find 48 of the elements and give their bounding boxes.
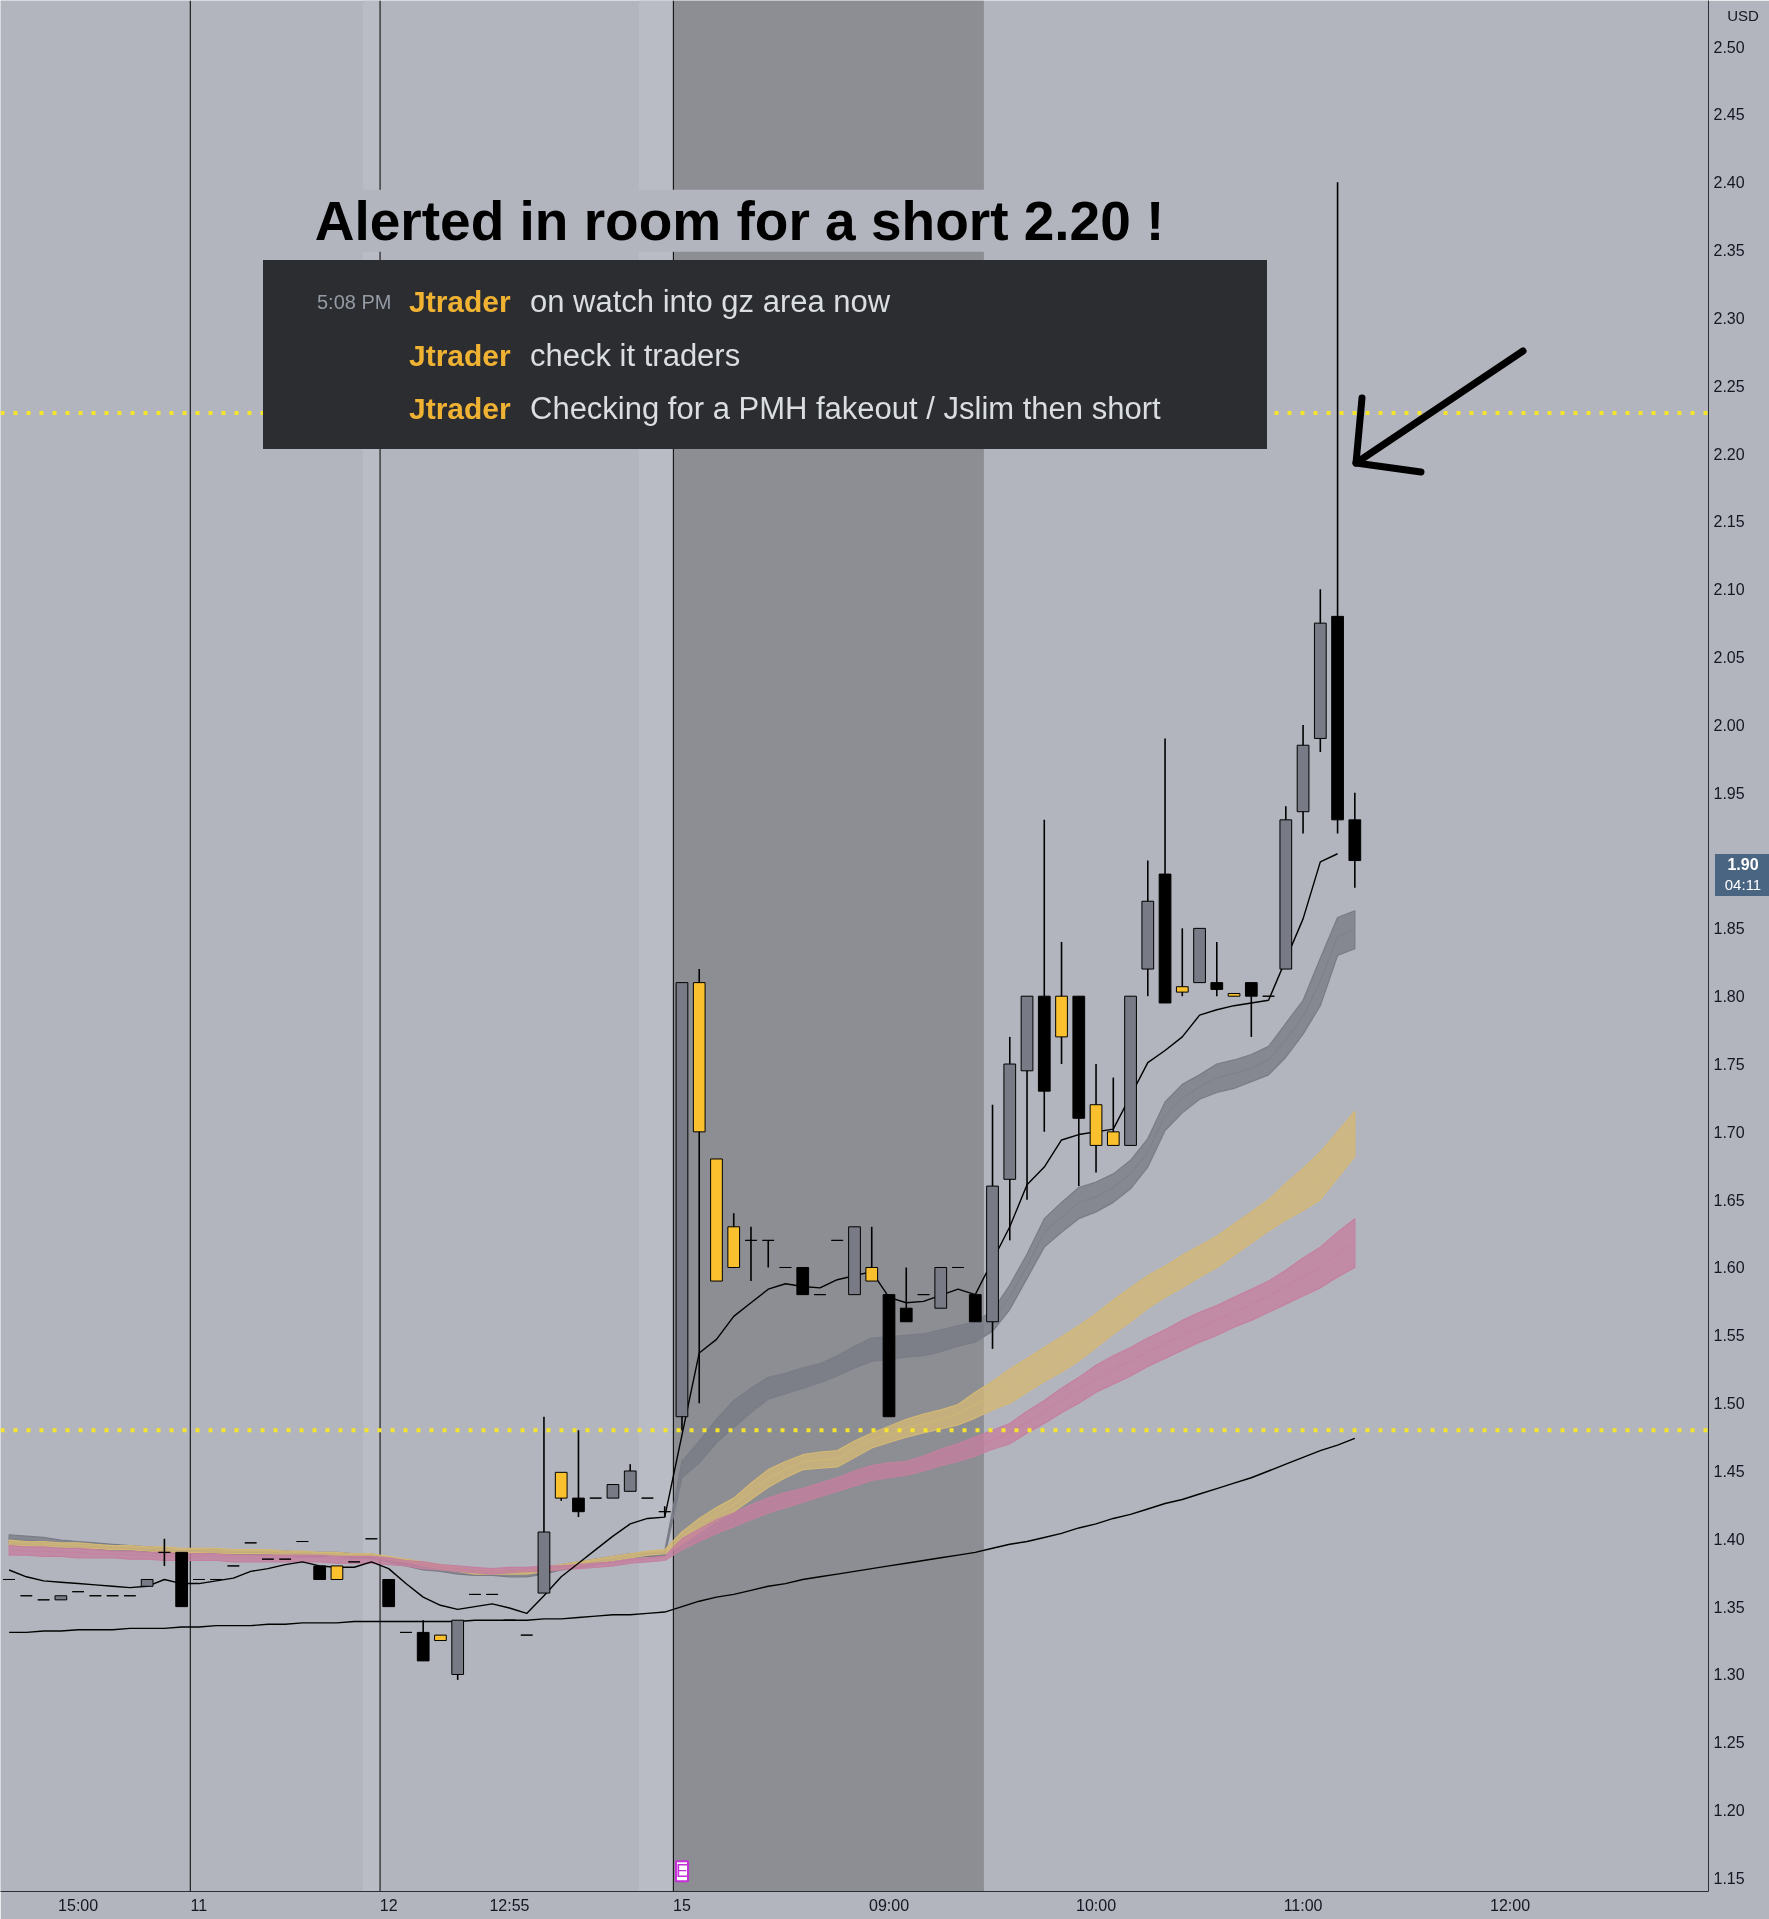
y-tick-label: 2.35 <box>1713 242 1745 260</box>
y-tick-label: 1.85 <box>1713 920 1745 938</box>
y-tick-label: 1.40 <box>1713 1530 1745 1548</box>
y-tick-label: 1.15 <box>1713 1869 1745 1887</box>
y-tick-label: 1.75 <box>1713 1056 1745 1074</box>
x-tick-label: 15 <box>673 1896 691 1914</box>
y-tick-label: 1.80 <box>1713 988 1745 1006</box>
y-tick-label: 2.00 <box>1713 716 1745 734</box>
x-tick-label: 11 <box>190 1896 208 1914</box>
y-tick-label: 1.65 <box>1713 1191 1745 1209</box>
y-tick-label: 2.50 <box>1713 38 1745 56</box>
y-tick-label: 2.15 <box>1713 513 1745 531</box>
y-tick-label: 2.10 <box>1713 581 1745 599</box>
y-tick-label: 2.25 <box>1713 377 1745 395</box>
y-tick-label: 1.45 <box>1713 1462 1745 1480</box>
annotation: Jtrader <box>409 283 511 320</box>
x-tick-label: 11:00 <box>1283 1896 1323 1914</box>
annotation: Jtrader <box>409 337 511 374</box>
y-tick-label: 1.55 <box>1713 1327 1745 1345</box>
y-tick-label: 2.20 <box>1713 445 1745 463</box>
y-tick-label: 2.05 <box>1713 649 1745 667</box>
annotation: on watch into gz area now <box>530 282 891 321</box>
annotation: E <box>675 1861 688 1882</box>
x-tick-label: 12:00 <box>1490 1896 1531 1914</box>
y-tick-label: 2.45 <box>1713 106 1745 124</box>
y-tick-label: 1.95 <box>1713 784 1745 802</box>
annotation: Alerted in room for a short 2.20 ! <box>314 189 1165 252</box>
y-axis-title: USD <box>1726 7 1760 25</box>
text: 1.90 <box>1726 855 1760 875</box>
x-tick-label: 09:00 <box>868 1896 910 1914</box>
y-tick-label: 1.60 <box>1713 1259 1745 1277</box>
y-tick-label: 1.35 <box>1713 1598 1745 1616</box>
annotation: Jtrader <box>409 390 511 427</box>
y-tick-label: 1.70 <box>1713 1123 1745 1141</box>
y-tick-label: 1.50 <box>1713 1395 1745 1413</box>
y-tick-label: 2.40 <box>1713 174 1745 192</box>
annotation: Checking for a PMH fakeout / Jslim then short <box>530 389 1161 428</box>
x-tick-label: 10:00 <box>1076 1896 1117 1914</box>
x-tick-label: 12 <box>379 1896 398 1914</box>
annotation: 5:08 PM <box>317 289 392 315</box>
annotation: check it traders <box>530 336 741 375</box>
x-tick-label: 15:00 <box>58 1896 99 1914</box>
text: 04:11 <box>1723 875 1763 895</box>
y-tick-label: 1.25 <box>1713 1734 1745 1752</box>
y-tick-label: 2.30 <box>1713 309 1745 327</box>
y-tick-label: 1.20 <box>1713 1802 1745 1820</box>
y-tick-label: 1.30 <box>1713 1666 1745 1684</box>
x-tick-label: 12:55 <box>489 1896 530 1914</box>
